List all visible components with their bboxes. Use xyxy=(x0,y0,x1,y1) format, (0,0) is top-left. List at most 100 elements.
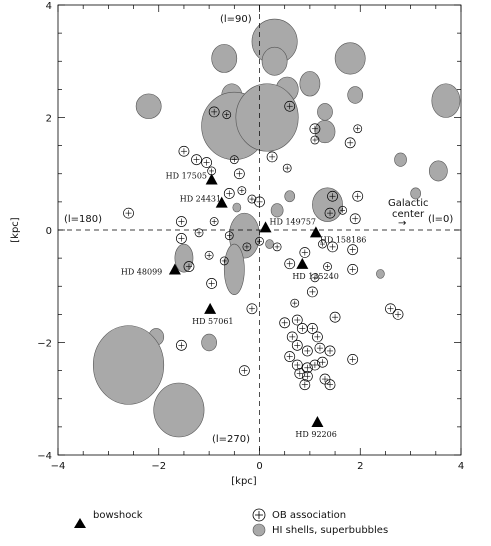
bowshock-label: HD 24431 xyxy=(180,195,221,204)
ob-circle xyxy=(327,241,338,253)
hi-shell xyxy=(334,42,366,75)
ob-circle xyxy=(299,379,311,391)
ob-association xyxy=(310,135,320,145)
ob-circle xyxy=(290,298,300,308)
ob-association xyxy=(284,258,296,270)
bowshock-label: HD 48099 xyxy=(121,268,162,277)
ob-association xyxy=(255,236,264,246)
hi-shell xyxy=(410,187,421,200)
ob-association xyxy=(324,379,336,391)
bowshock-marker xyxy=(296,257,309,269)
ob-association xyxy=(242,242,252,252)
ob-circle xyxy=(317,356,328,368)
ob-association xyxy=(296,323,308,334)
ob-circle xyxy=(282,163,292,173)
bowshock-marker xyxy=(309,226,322,238)
plot-layer: −4 −2 0 2 4 −4 −2 0 2 4 HD 17505 HD 24431 HD 149757 H… xyxy=(37,1,464,472)
ob-circle xyxy=(294,368,306,379)
ob-association xyxy=(310,273,320,283)
ob-association xyxy=(123,207,134,219)
label-l90: (l=90) xyxy=(220,14,252,25)
ob-circle xyxy=(183,261,195,272)
hi-shell xyxy=(314,120,336,144)
ob-association xyxy=(229,155,239,165)
ob-association xyxy=(349,213,361,225)
ob-circle xyxy=(392,308,404,320)
ob-association xyxy=(176,339,187,351)
ob-circle xyxy=(194,228,204,238)
hi-shell xyxy=(431,83,461,118)
ob-association xyxy=(347,263,359,275)
ob-circle xyxy=(291,339,303,351)
ob-circle xyxy=(338,205,347,215)
ob-circle xyxy=(307,286,318,298)
ob-circle xyxy=(224,231,234,241)
ob-circle xyxy=(237,186,247,196)
ob-association xyxy=(318,239,327,249)
ob-circle xyxy=(266,151,278,163)
ob-circle xyxy=(206,278,218,289)
label-l0: (l=0) xyxy=(428,214,453,225)
ob-circle xyxy=(310,135,320,145)
ob-circle xyxy=(254,196,265,208)
ob-circle xyxy=(301,362,313,374)
ob-association xyxy=(385,303,396,315)
galactic-center-note: Galactic center xyxy=(388,198,428,220)
ob-circle xyxy=(309,123,321,135)
ob-circle xyxy=(299,247,311,258)
ob-circle xyxy=(284,100,296,112)
ob-circle xyxy=(201,157,212,168)
ob-association xyxy=(219,256,229,266)
galactic-center-arrow: → xyxy=(398,218,406,229)
ob-circle xyxy=(246,303,258,315)
ob-association xyxy=(224,231,234,241)
ob-association xyxy=(307,286,318,298)
ob-association xyxy=(246,303,258,315)
ob-association xyxy=(254,196,265,208)
ob-association xyxy=(309,359,321,371)
ob-circle xyxy=(242,242,252,252)
hi-shell xyxy=(174,243,194,273)
ob-association xyxy=(222,110,232,120)
ob-association xyxy=(392,308,404,320)
ob-circle xyxy=(204,250,214,260)
label-l270: (l=270) xyxy=(212,434,250,445)
hi-shell xyxy=(347,86,364,104)
ob-circle xyxy=(223,188,235,199)
legend-ob-marker xyxy=(252,508,266,522)
bowshock-marker xyxy=(204,302,217,314)
ob-association xyxy=(204,250,214,260)
ob-association xyxy=(206,278,218,289)
legend-bowshock-marker xyxy=(74,518,86,528)
ob-circle xyxy=(191,154,202,166)
ob-association xyxy=(352,190,364,202)
x-tick-label: 2 xyxy=(357,461,363,472)
ob-association xyxy=(314,342,326,354)
ob-association xyxy=(208,106,220,118)
ob-circle xyxy=(353,124,363,134)
bowshock-marker xyxy=(205,173,218,185)
ob-association xyxy=(347,244,359,256)
ob-circle xyxy=(323,262,332,271)
ob-circle xyxy=(347,353,359,365)
ob-circle xyxy=(247,194,257,204)
x-tick-label: −4 xyxy=(51,461,66,472)
ob-association xyxy=(299,247,311,258)
hi-shell xyxy=(394,152,407,167)
ob-association xyxy=(237,186,247,196)
hi-shell xyxy=(223,243,245,295)
ob-circle xyxy=(209,217,219,226)
ob-association xyxy=(290,298,300,308)
legend-ob-label: OB association xyxy=(272,510,346,521)
ob-association xyxy=(176,233,187,244)
ob-circle xyxy=(385,303,396,315)
hi-shell xyxy=(211,44,238,73)
hi-shell xyxy=(232,202,242,213)
hi-shell xyxy=(92,325,165,405)
ob-association xyxy=(309,123,321,135)
ob-circle xyxy=(229,155,239,165)
y-axis-title: [kpc] xyxy=(10,217,21,243)
ob-circle xyxy=(123,207,134,219)
ob-association xyxy=(183,261,195,272)
ob-association xyxy=(324,345,336,357)
